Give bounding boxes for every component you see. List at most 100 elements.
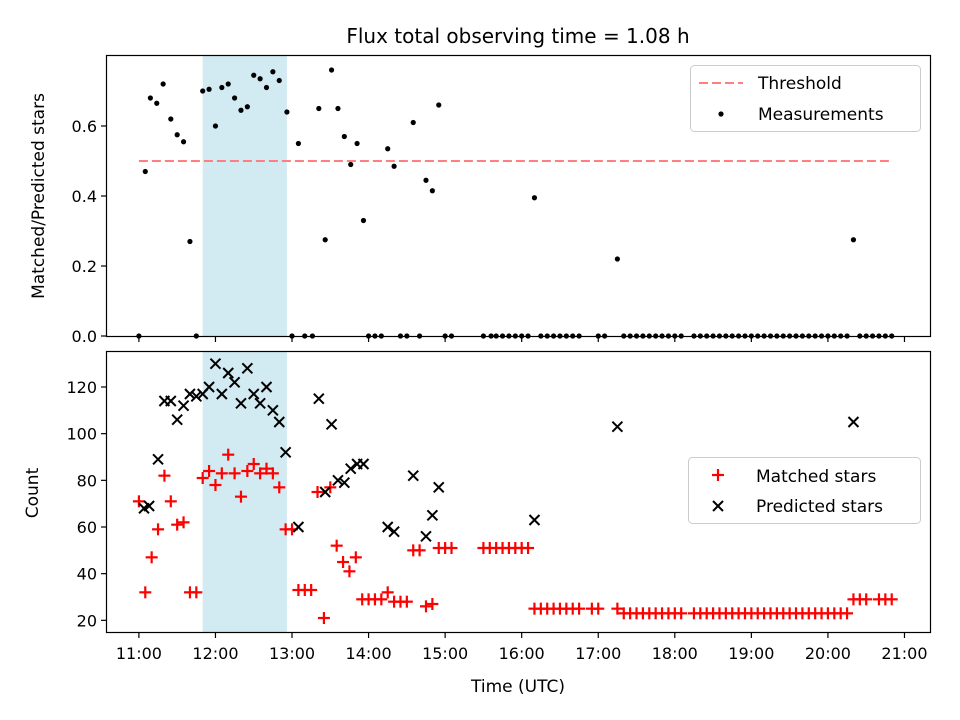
y-tick-label: 0.0 — [72, 327, 97, 346]
predicted-star-point — [847, 416, 860, 428]
predicted-star-point — [611, 420, 624, 433]
measurement-point — [436, 102, 442, 108]
bottom-highlight-span — [202, 352, 287, 632]
marker-stroke — [611, 420, 624, 433]
measurement-point — [154, 100, 160, 106]
measurement-point — [244, 104, 250, 110]
top-y-ticks: 0.0 0.2 0.4 0.6 — [72, 117, 107, 346]
marker-stroke — [152, 453, 164, 466]
matched-star-point — [158, 469, 171, 482]
marker-stroke — [292, 521, 305, 533]
measurement-point — [225, 81, 231, 87]
measurement-point — [295, 140, 301, 147]
measurement-point — [142, 168, 148, 175]
marker-stroke — [338, 476, 351, 489]
marker-stroke — [345, 462, 357, 475]
predicted-star-point — [345, 462, 357, 475]
legend-measurements-label: Measurements — [758, 105, 884, 125]
measurement-point — [284, 109, 290, 115]
matched-star-point — [273, 481, 286, 494]
predicted-star-point — [426, 509, 439, 522]
matched-star-point — [426, 598, 439, 610]
matched-star-point — [132, 495, 145, 508]
y-tick-label: 0.6 — [72, 117, 97, 136]
predicted-star-point — [292, 521, 305, 533]
measurement-point — [187, 238, 193, 245]
predicted-stars-layer — [138, 357, 860, 543]
predicted-star-point — [279, 446, 292, 459]
measurement-point — [180, 139, 187, 145]
marker-stroke — [216, 388, 228, 400]
marker-stroke — [177, 399, 190, 412]
bottom-y-axis-label: Count — [23, 467, 43, 518]
marker-stroke — [528, 514, 541, 526]
measurement-point — [263, 84, 270, 91]
x-tick-label: 14:00 — [346, 644, 392, 663]
matched-star-point — [234, 490, 247, 503]
chart-title: Flux total observing time = 1.08 h — [346, 24, 689, 48]
matched-star-point — [375, 593, 388, 606]
legend-matched-swatch — [712, 469, 724, 481]
x-tick-label: 20:00 — [805, 644, 851, 663]
y-tick-label: 0.2 — [72, 257, 97, 276]
x-tick-label: 17:00 — [575, 644, 621, 663]
predicted-star-point — [325, 418, 338, 431]
predicted-star-point — [528, 514, 541, 526]
matched-star-point — [228, 467, 241, 480]
predicted-star-point — [433, 481, 445, 494]
matched-star-point — [139, 586, 152, 599]
predicted-star-point — [382, 521, 394, 533]
matched-star-point — [152, 523, 165, 536]
measurement-point — [354, 140, 360, 147]
matched-star-point — [860, 593, 873, 606]
matched-star-point — [209, 479, 222, 491]
measurement-point — [360, 217, 367, 224]
bottom-legend-box — [688, 457, 921, 524]
measurement-point — [257, 76, 263, 82]
matched-star-point — [266, 467, 279, 480]
matched-star-point — [885, 593, 898, 606]
predicted-star-point — [171, 413, 183, 426]
matched-star-point — [337, 556, 350, 568]
legend-predicted-swatch — [712, 500, 724, 512]
marker-stroke — [357, 458, 370, 470]
marker-stroke — [433, 481, 445, 494]
marker-stroke — [279, 446, 292, 459]
matched-star-point — [305, 584, 318, 596]
measurement-point — [614, 256, 620, 262]
marker-stroke — [382, 521, 394, 533]
x-tick-label: 15:00 — [422, 644, 468, 663]
predicted-star-point — [273, 416, 285, 428]
predicted-star-point — [388, 525, 400, 538]
x-tick-label: 12:00 — [192, 644, 238, 663]
matched-star-point — [445, 542, 458, 554]
predicted-star-point — [407, 469, 419, 482]
measurement-point — [410, 119, 416, 126]
y-tick-label: 0.4 — [72, 187, 97, 206]
x-tick-label: 18:00 — [652, 644, 698, 663]
matched-star-point — [675, 607, 688, 620]
predicted-star-point — [228, 376, 241, 389]
marker-stroke — [222, 367, 234, 379]
predicted-star-point — [143, 500, 155, 512]
measurement-point — [238, 107, 244, 113]
measurement-point — [328, 67, 335, 73]
predicted-star-point — [260, 381, 273, 393]
legend-threshold-label: Threshold — [757, 74, 842, 94]
predicted-star-point — [216, 388, 228, 400]
measurement-point — [341, 133, 347, 140]
highlight-span-rect — [202, 56, 287, 336]
marker-stroke — [407, 469, 419, 482]
matched-star-point — [215, 467, 228, 480]
measurement-point — [231, 95, 238, 101]
measurement-point — [391, 163, 397, 169]
measurement-point — [251, 72, 257, 78]
y-tick-label: 40 — [77, 565, 97, 584]
measurement-point — [335, 105, 341, 112]
y-tick-label: 120 — [66, 378, 97, 397]
matched-star-point — [164, 495, 177, 508]
measurement-point — [850, 237, 857, 243]
x-tick-label: 13:00 — [269, 644, 315, 663]
measurement-point — [168, 116, 174, 122]
